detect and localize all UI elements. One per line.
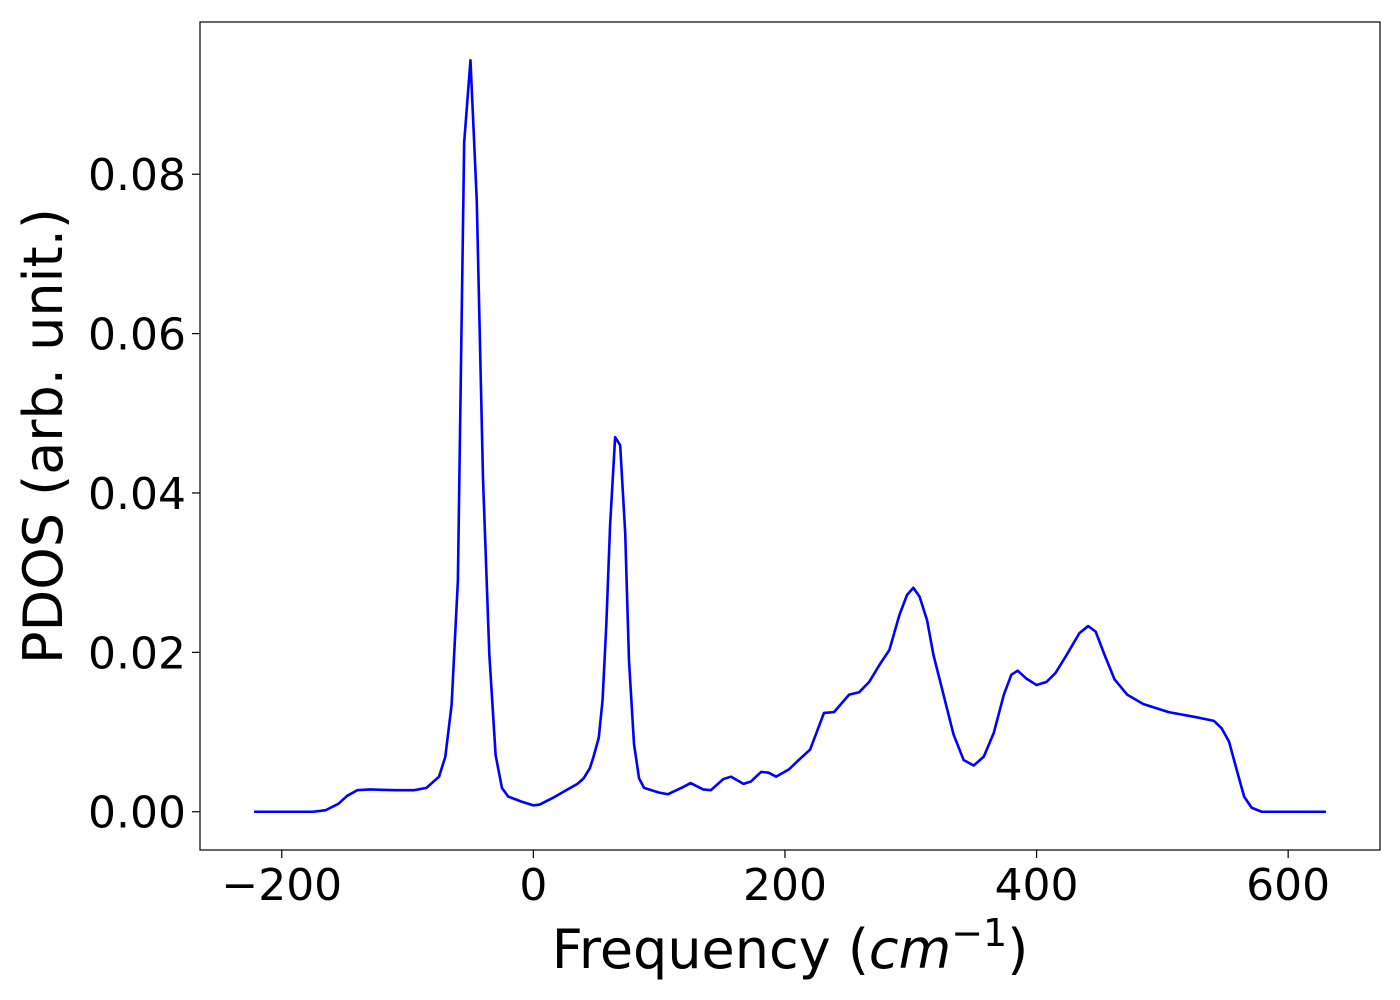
y-tick-label: 0.02 [88, 628, 186, 679]
x-tick-label: 600 [1246, 860, 1330, 911]
x-tick-label: 0 [519, 860, 547, 911]
x-label-part: cm [869, 918, 951, 981]
y-tick-label: 0.06 [88, 310, 186, 361]
x-axis-label: Frequency (cm−1) [552, 911, 1029, 981]
x-label-part: ) [1007, 918, 1028, 981]
x-tick-label: −200 [221, 860, 342, 911]
x-tick-label: 200 [743, 860, 827, 911]
y-tick-label: 0.00 [88, 788, 186, 839]
plot-frame [199, 21, 1381, 851]
y-tick-label: 0.08 [88, 150, 186, 201]
data-line [254, 58, 1326, 814]
x-label-part: −1 [951, 911, 1007, 955]
x-label-part: Frequency ( [552, 918, 869, 981]
y-tick-label: 0.04 [88, 469, 186, 520]
x-tick-label: 400 [995, 860, 1079, 911]
y-axis-label: PDOS (arb. unit.) [12, 208, 75, 664]
